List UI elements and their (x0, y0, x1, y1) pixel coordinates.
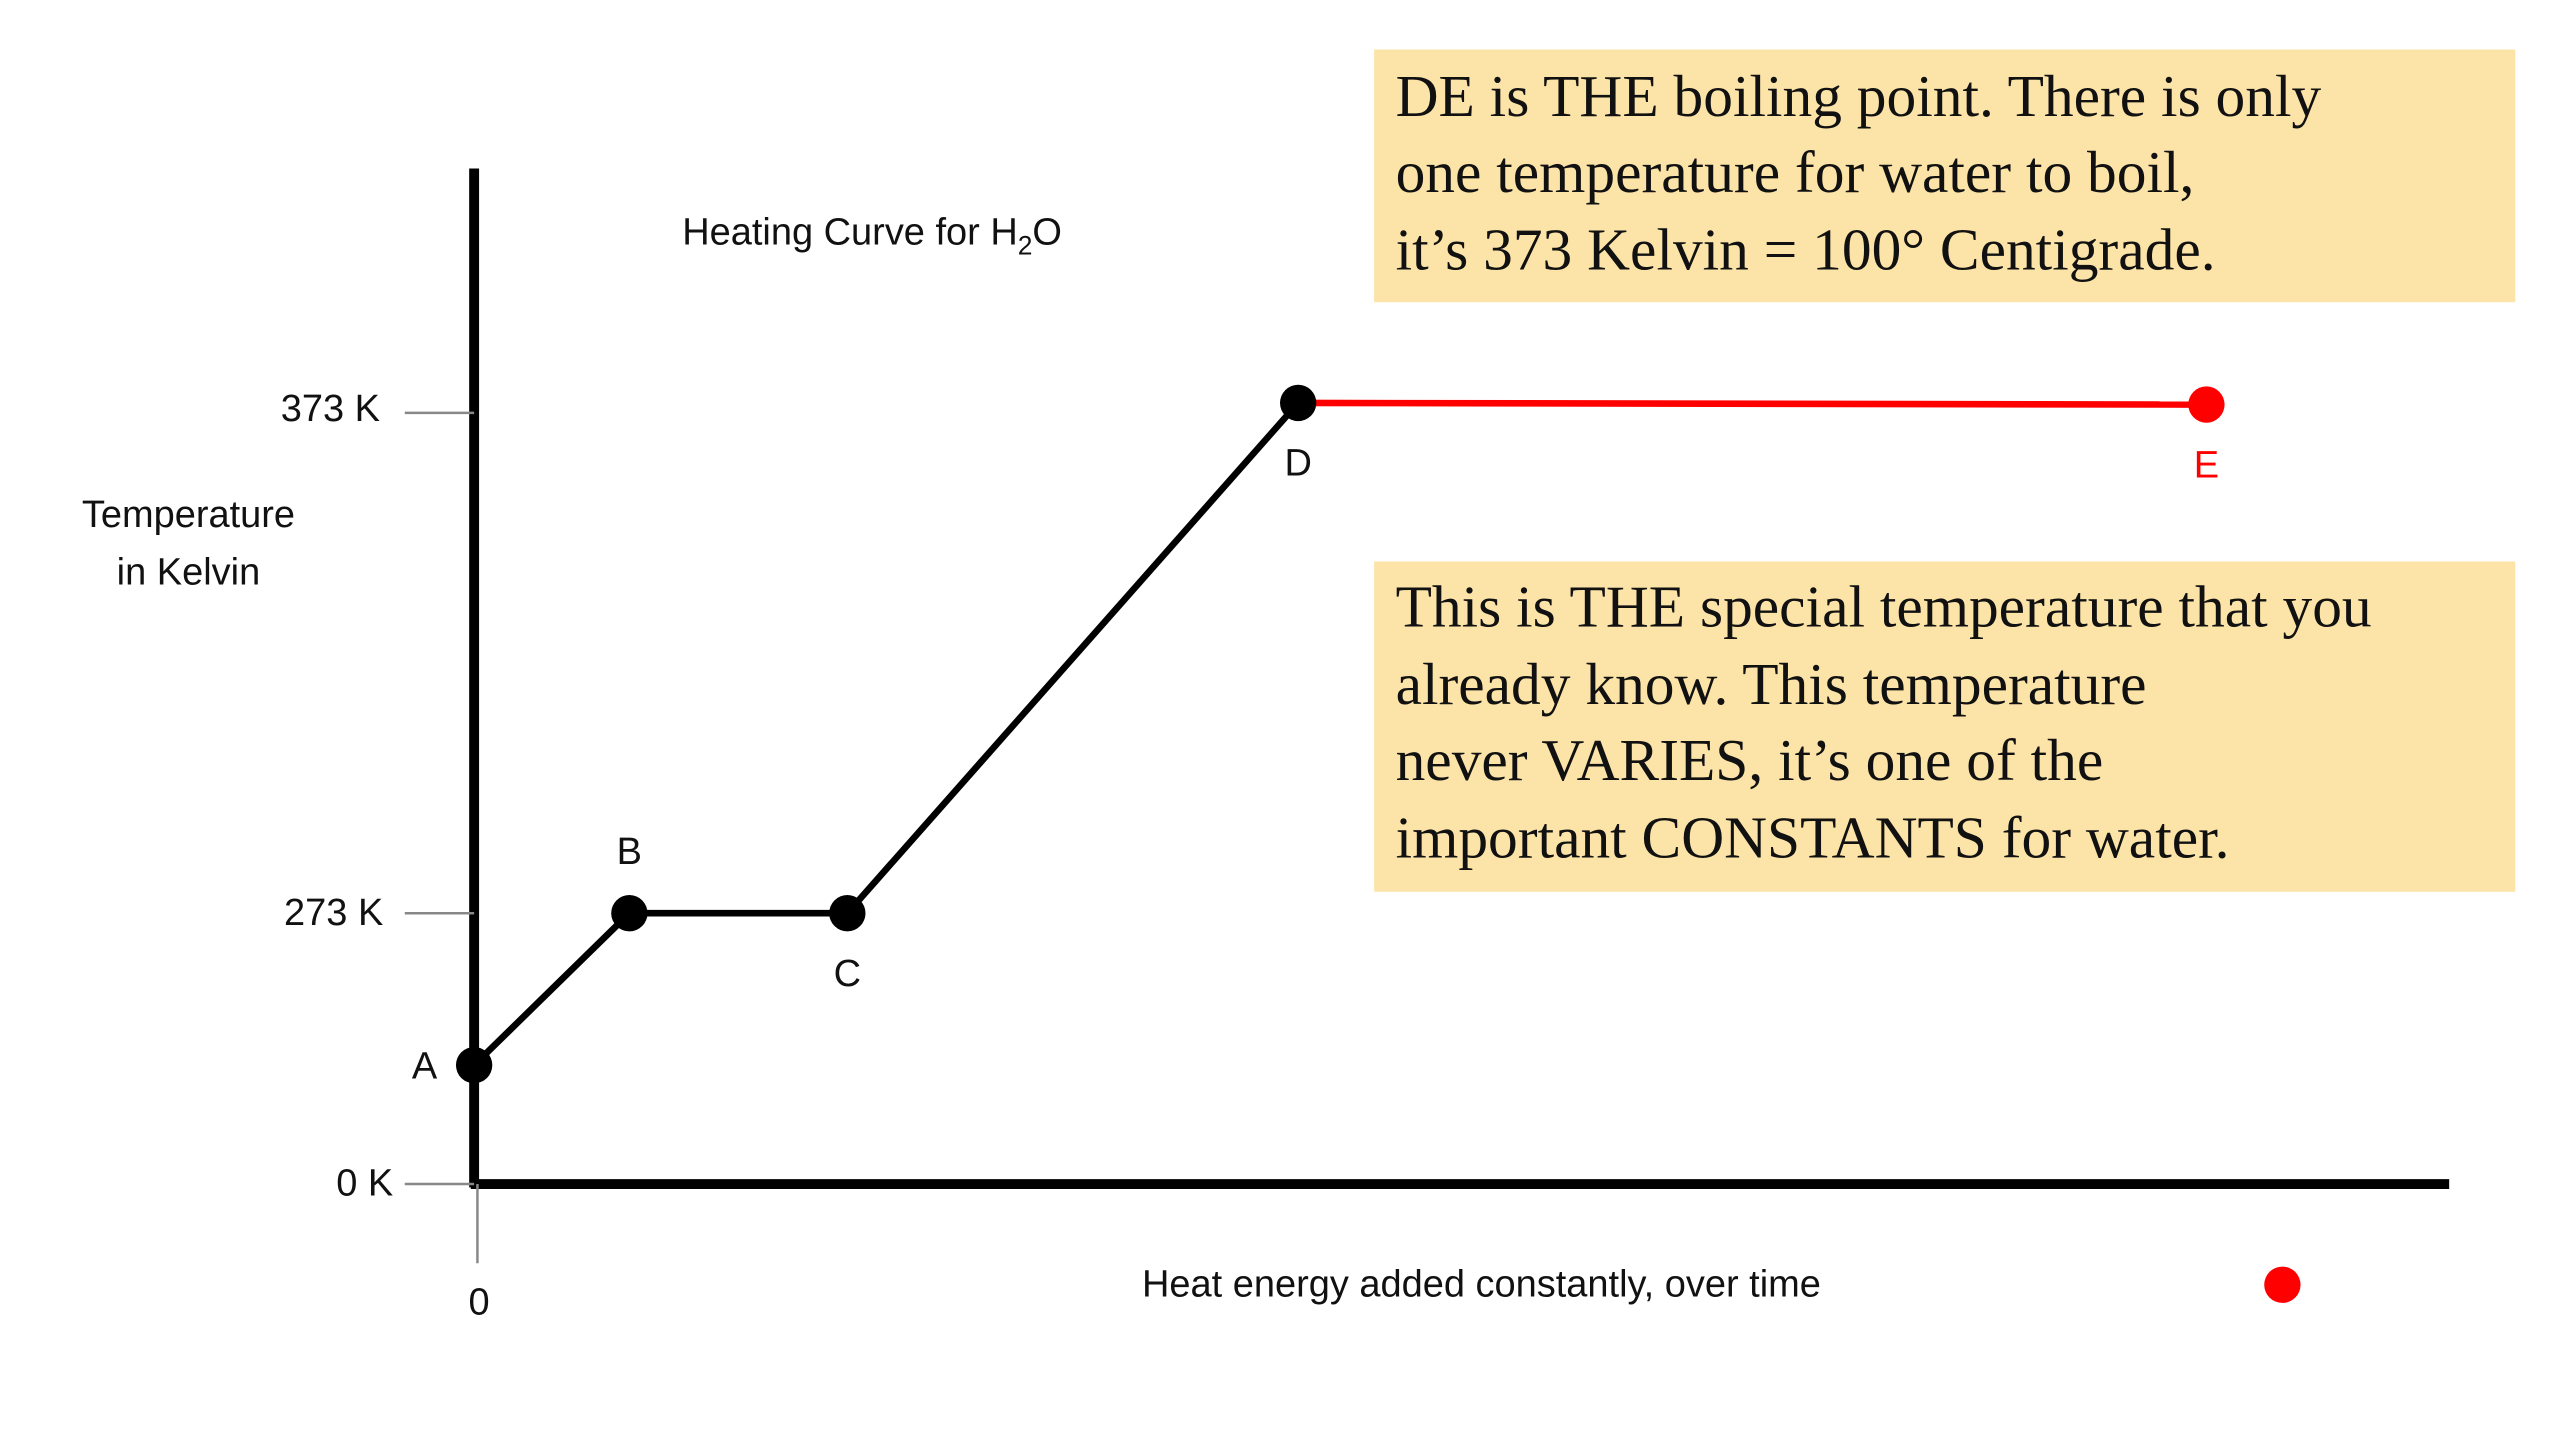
note-box (1374, 561, 2516, 892)
note-line: important CONSTANTS for water. (1396, 804, 2230, 870)
boiling-segment (1298, 399, 2207, 408)
marker-dot (2264, 1266, 2301, 1303)
point-label: B (617, 831, 642, 873)
note-line: already know. This temperature (1396, 651, 2147, 717)
note-line: never VARIES, it’s one of the (1396, 727, 2104, 793)
note-line: DE is THE boiling point. There is only (1396, 63, 2322, 129)
point-label: C (834, 953, 861, 995)
point-label: D (1284, 443, 1311, 485)
x-axis-label: Heat energy added constantly, over time (1142, 1263, 1821, 1305)
point (1280, 384, 1317, 422)
point (829, 895, 866, 932)
point (455, 1046, 493, 1084)
y-axis-label: Temperature (82, 494, 295, 536)
point-label: E (2194, 444, 2219, 486)
curve (471, 400, 1301, 1068)
point (2188, 386, 2225, 423)
note-box (1374, 49, 2516, 303)
note-line: it’s 373 Kelvin = 100° Centigrade. (1396, 217, 2216, 283)
y-axis-label: in Kelvin (117, 552, 261, 594)
note-line: This is THE special temperature that you (1396, 573, 2372, 639)
point (611, 895, 648, 932)
y-tick-label: 0 K (336, 1163, 393, 1205)
y-tick-label: 373 K (281, 388, 380, 430)
x-tick-label: 0 (469, 1282, 490, 1324)
chart-title: Heating Curve for H2O (682, 212, 1062, 261)
note-line: one temperature for water to boil, (1396, 139, 2195, 205)
y-tick-label: 273 K (284, 892, 383, 934)
point-label: A (412, 1045, 438, 1087)
